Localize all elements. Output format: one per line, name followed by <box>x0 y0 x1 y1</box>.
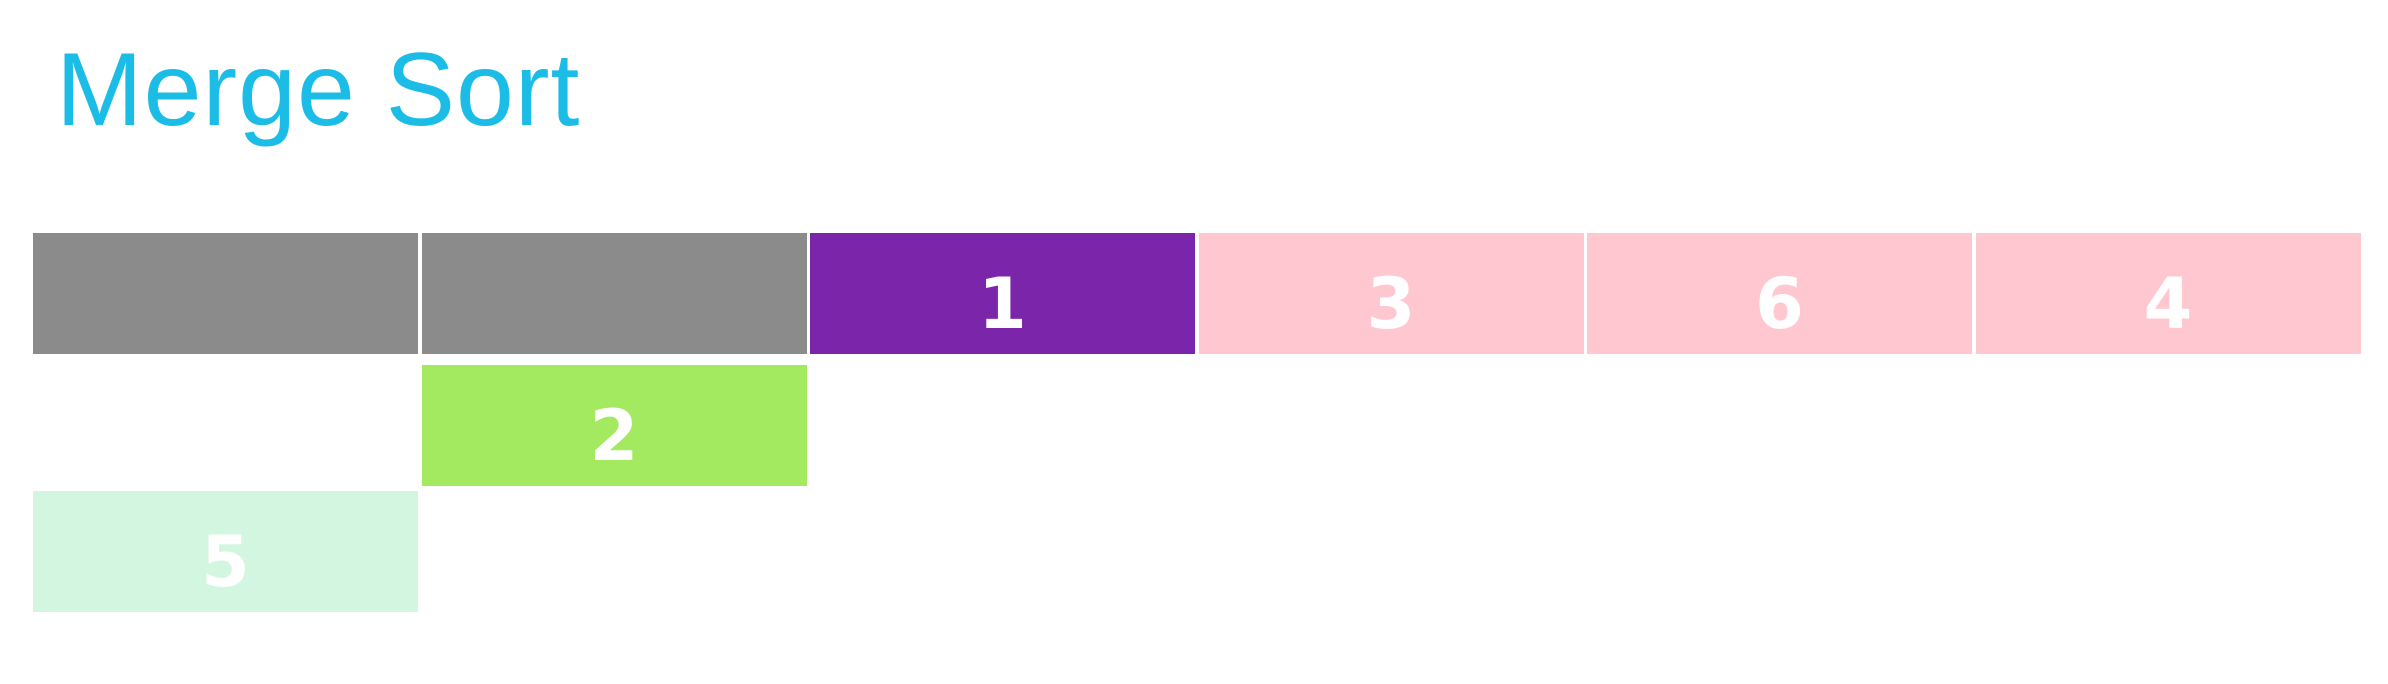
page-title: Merge Sort <box>56 32 581 148</box>
array-cell-1: 1 <box>810 233 1195 354</box>
array-cell-2: 2 <box>421 365 807 486</box>
cell-value: 1 <box>978 262 1027 345</box>
cell-value: 6 <box>1755 262 1804 345</box>
array-cell-6: 6 <box>1587 233 1972 354</box>
cell-value: 2 <box>589 394 639 477</box>
array-cell-3: 3 <box>1198 233 1584 354</box>
cell-value: 5 <box>201 520 250 603</box>
array-cell-5: 5 <box>33 491 418 612</box>
array-cell-4: 4 <box>1975 233 2361 354</box>
cell-value: 3 <box>1366 262 1416 345</box>
array-cell-empty <box>421 233 807 354</box>
cell-value: 4 <box>2143 262 2193 345</box>
array-cell-empty <box>33 233 418 354</box>
